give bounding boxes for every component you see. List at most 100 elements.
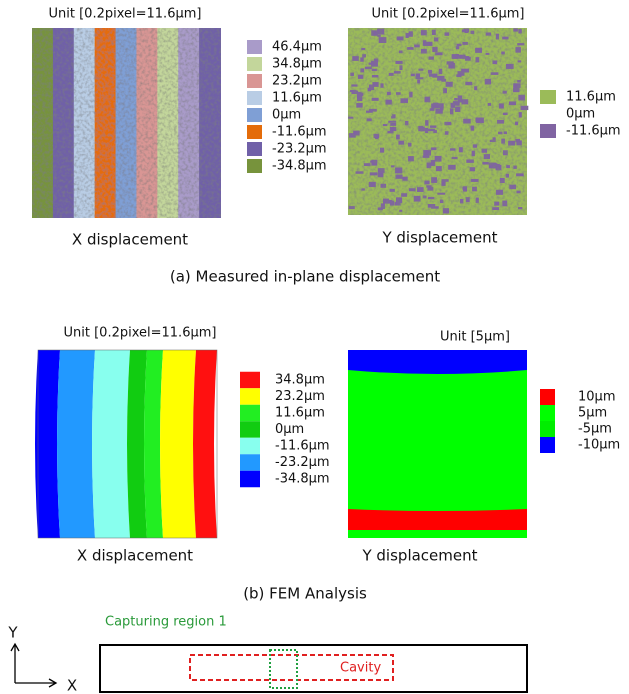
speckle xyxy=(499,103,504,108)
speckle xyxy=(356,171,364,173)
speckle xyxy=(396,197,402,203)
speckle xyxy=(471,179,479,182)
speckle xyxy=(367,118,372,121)
speckle xyxy=(501,52,505,55)
specimen xyxy=(100,645,527,692)
speckle xyxy=(455,107,460,112)
speckle xyxy=(395,203,400,206)
legend-swatch xyxy=(247,91,262,105)
speckle xyxy=(398,141,404,145)
speckle xyxy=(492,207,499,210)
speckle xyxy=(518,95,525,101)
speckle xyxy=(351,90,355,94)
speckle xyxy=(409,92,412,98)
speckle xyxy=(517,80,521,83)
speckle xyxy=(516,173,524,176)
speckle xyxy=(423,40,427,46)
speckle xyxy=(396,92,401,95)
speckle xyxy=(391,116,394,118)
legend-label: -5µm xyxy=(578,422,612,437)
speckle xyxy=(435,52,442,55)
speckle xyxy=(399,65,402,70)
speckle xyxy=(518,207,522,209)
speckle xyxy=(466,197,470,202)
speckle xyxy=(358,75,363,79)
speckle xyxy=(437,193,445,195)
speckle xyxy=(387,92,391,95)
legend-swatch xyxy=(540,90,556,104)
speckle xyxy=(456,46,459,49)
legend-label: -23.2µm xyxy=(272,142,327,157)
figure: Unit [0.2pixel=11.6µm] Unit [0.2pixel=11… xyxy=(0,0,629,694)
speckle xyxy=(351,84,357,86)
legend-label: -11.6µm xyxy=(272,125,327,140)
speckle xyxy=(463,119,471,124)
speckle xyxy=(423,196,427,199)
legend-swatch xyxy=(540,124,556,138)
speckle xyxy=(458,55,466,59)
unit-label: Unit [0.2pixel=11.6µm] xyxy=(372,7,525,22)
legend-swatch xyxy=(240,421,260,438)
speckle xyxy=(460,199,463,204)
speckle xyxy=(397,36,404,40)
speckle xyxy=(369,182,376,187)
speckle xyxy=(366,111,373,113)
speckle xyxy=(418,126,423,131)
legend-label: -11.6µm xyxy=(566,124,621,139)
speckle xyxy=(396,135,400,140)
legend-label: 11.6µm xyxy=(272,91,322,106)
speckle xyxy=(407,47,413,50)
speckle xyxy=(371,160,377,166)
speckle xyxy=(379,37,387,43)
speckle xyxy=(364,163,371,166)
speckle xyxy=(372,82,378,87)
speckle xyxy=(414,196,421,202)
legend-swatch xyxy=(240,388,260,405)
speckle xyxy=(516,191,520,194)
speckle xyxy=(380,184,386,188)
unit-label: Unit [0.2pixel=11.6µm] xyxy=(64,326,217,341)
legend-swatch xyxy=(240,471,260,488)
speckle xyxy=(464,29,469,32)
speckle xyxy=(485,79,491,85)
speckle xyxy=(360,68,364,72)
legend-label: 0µm xyxy=(275,422,304,437)
legend-label: 10µm xyxy=(578,390,615,405)
speckle xyxy=(515,122,518,126)
speckle xyxy=(501,139,505,144)
speckle xyxy=(400,98,408,103)
speckle xyxy=(387,131,393,133)
speckle xyxy=(450,108,453,114)
speckle xyxy=(521,106,529,110)
speckle xyxy=(427,129,435,131)
speckle xyxy=(454,98,457,101)
band xyxy=(348,350,527,374)
speckle xyxy=(502,201,507,207)
band xyxy=(32,28,54,218)
speckle xyxy=(378,168,385,173)
speckle xyxy=(377,29,384,35)
speckle xyxy=(436,166,442,171)
speckle xyxy=(362,54,366,57)
band xyxy=(57,350,95,538)
cavity-label: Cavity xyxy=(340,661,381,676)
speckle xyxy=(401,193,407,197)
speckle xyxy=(474,86,477,90)
speckle xyxy=(518,60,522,62)
panel-caption: X displacement xyxy=(77,547,193,565)
legend-label: -23.2µm xyxy=(275,455,330,470)
speckle xyxy=(424,97,430,103)
speckle xyxy=(506,174,509,178)
unit-label: Unit [5µm] xyxy=(440,330,510,345)
band xyxy=(348,350,527,538)
speckle xyxy=(361,48,365,50)
speckle xyxy=(482,149,487,153)
speckle xyxy=(421,30,427,35)
speckle xyxy=(492,60,497,64)
speckle xyxy=(378,173,384,177)
fem-x-map xyxy=(35,350,217,538)
band xyxy=(35,350,60,538)
legend-swatch xyxy=(247,142,262,156)
legend-swatch xyxy=(247,40,262,54)
speckle xyxy=(389,73,394,76)
